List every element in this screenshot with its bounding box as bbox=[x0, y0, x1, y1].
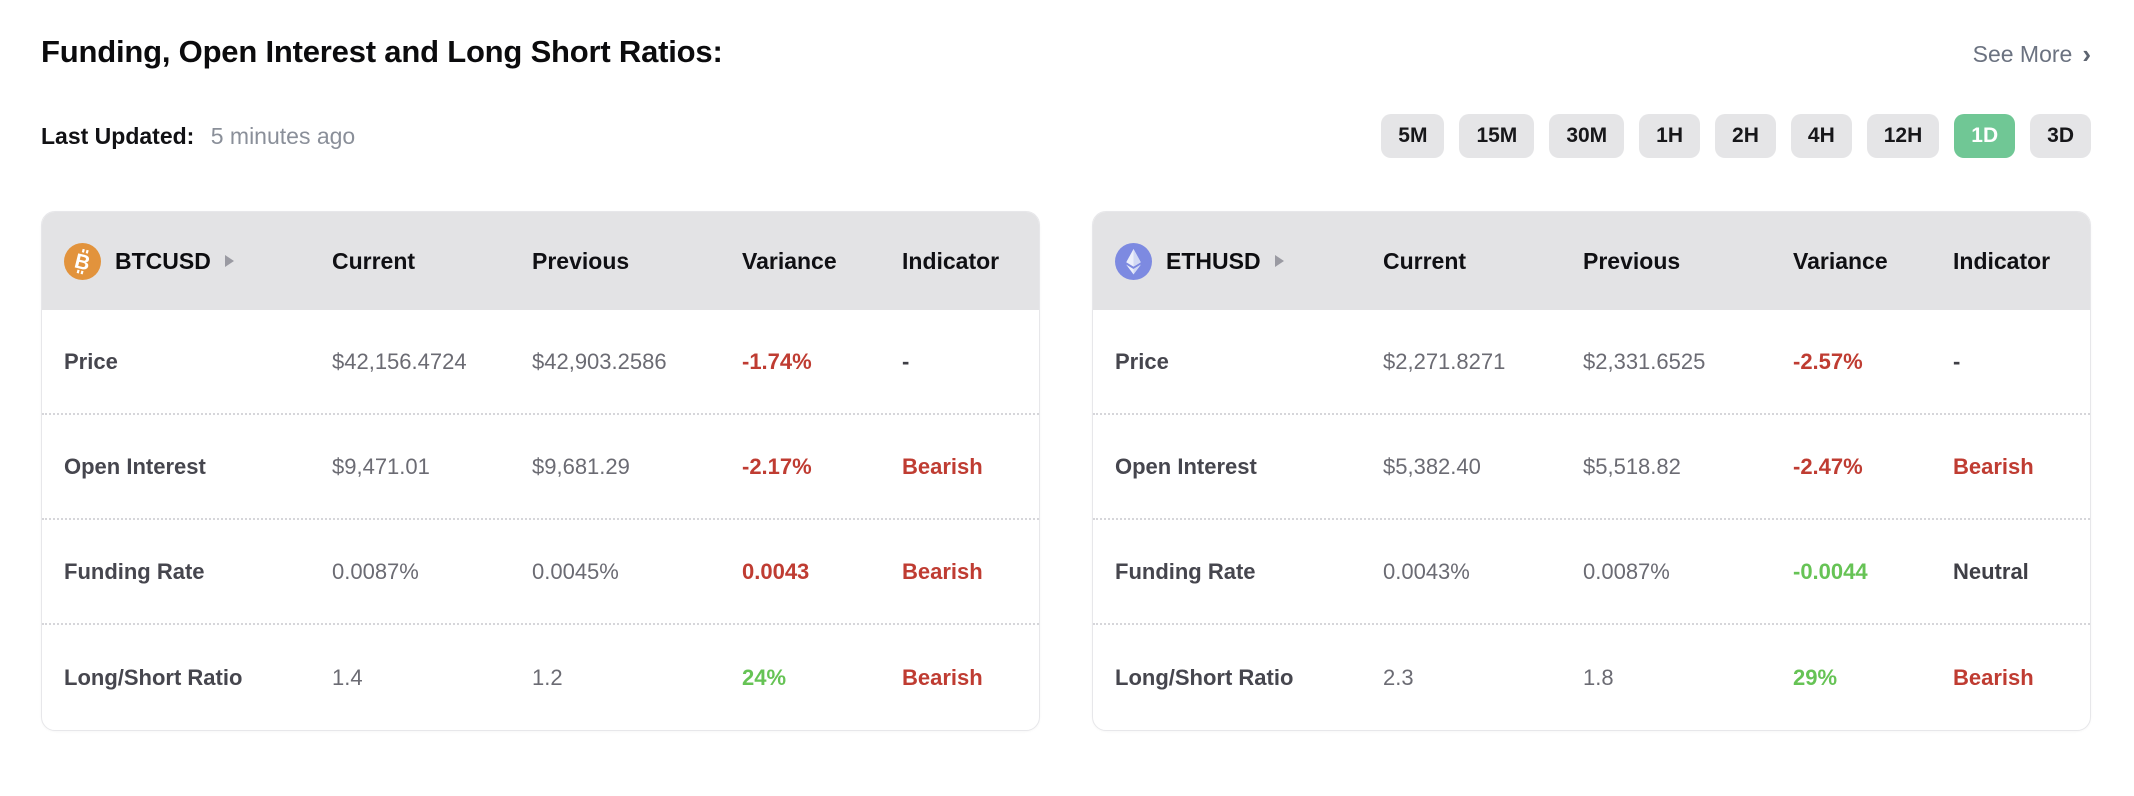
indicator-value: Bearish bbox=[902, 453, 983, 479]
column-header-variance: Variance bbox=[1793, 247, 1888, 274]
timeframe-button-1h[interactable]: 1H bbox=[1639, 114, 1701, 158]
last-updated: Last Updated: 5 minutes ago bbox=[41, 123, 355, 150]
metric-label: Price bbox=[1115, 348, 1169, 374]
ethusd-table-header: ETHUSD Current Previous Variance Indicat… bbox=[1093, 212, 2090, 310]
variance-value: -2.47% bbox=[1793, 453, 1863, 479]
previous-value: $2,331.6525 bbox=[1583, 348, 1706, 374]
indicator-value: Neutral bbox=[1953, 558, 2029, 584]
ethereum-icon bbox=[1115, 242, 1152, 280]
timeframe-button-1d[interactable]: 1D bbox=[1954, 114, 2016, 158]
ethusd-table: ETHUSD Current Previous Variance Indicat… bbox=[1092, 211, 2091, 731]
timeframe-button-4h[interactable]: 4H bbox=[1790, 114, 1852, 158]
indicator-value: - bbox=[902, 348, 910, 374]
btcusd-symbol[interactable]: B BTCUSD bbox=[64, 242, 332, 280]
metric-label: Long/Short Ratio bbox=[64, 664, 243, 690]
previous-value: 1.8 bbox=[1583, 664, 1614, 690]
column-header-previous: Previous bbox=[1583, 247, 1681, 274]
table-row-funding-rate: Funding Rate 0.0043% 0.0087% -0.0044 Neu… bbox=[1093, 520, 2090, 625]
table-row-open-interest: Open Interest $5,382.40 $5,518.82 -2.47%… bbox=[1093, 415, 2090, 520]
timeframe-button-5m[interactable]: 5M bbox=[1381, 114, 1445, 158]
variance-value: 0.0043 bbox=[742, 558, 810, 584]
previous-value: 1.2 bbox=[532, 664, 563, 690]
indicator-value: Bearish bbox=[1953, 664, 2034, 690]
btcusd-table-header: B BTCUSD Current Previous Variance Indic… bbox=[42, 212, 1039, 310]
last-updated-value: 5 minutes ago bbox=[210, 122, 356, 149]
chevron-right-icon: › bbox=[2082, 38, 2091, 69]
tables-container: B BTCUSD Current Previous Variance Indic… bbox=[41, 211, 2091, 731]
variance-value: 24% bbox=[742, 664, 787, 690]
current-value: $9,471.01 bbox=[332, 453, 430, 479]
variance-value: 29% bbox=[1793, 664, 1838, 690]
indicator-value: Bearish bbox=[902, 558, 983, 584]
variance-value: -1.74% bbox=[742, 348, 812, 374]
variance-value: -2.17% bbox=[742, 453, 812, 479]
chevron-right-icon bbox=[224, 255, 234, 267]
column-header-indicator: Indicator bbox=[1953, 247, 2051, 274]
table-row-long-short-ratio: Long/Short Ratio 2.3 1.8 29% Bearish bbox=[1093, 625, 2090, 730]
timeframe-button-15m[interactable]: 15M bbox=[1459, 114, 1535, 158]
variance-value: -2.57% bbox=[1793, 348, 1863, 374]
column-header-current: Current bbox=[1383, 247, 1467, 274]
page-title: Funding, Open Interest and Long Short Ra… bbox=[41, 34, 723, 69]
previous-value: 0.0045% bbox=[532, 558, 619, 584]
see-more-label: See More bbox=[1972, 41, 2073, 67]
table-row-funding-rate: Funding Rate 0.0087% 0.0045% 0.0043 Bear… bbox=[42, 520, 1039, 625]
timeframe-button-12h[interactable]: 12H bbox=[1866, 114, 1940, 158]
column-header-indicator: Indicator bbox=[902, 247, 1000, 274]
current-value: $5,382.40 bbox=[1383, 453, 1481, 479]
current-value: 0.0087% bbox=[332, 558, 419, 584]
metric-label: Price bbox=[64, 348, 118, 374]
see-more-link[interactable]: See More › bbox=[1973, 41, 2091, 68]
column-header-variance: Variance bbox=[742, 247, 837, 274]
timeframe-button-2h[interactable]: 2H bbox=[1715, 114, 1776, 158]
timeframe-button-3d[interactable]: 3D bbox=[2030, 114, 2091, 158]
current-value: $42,156.4724 bbox=[332, 348, 467, 374]
table-row-long-short-ratio: Long/Short Ratio 1.4 1.2 24% Bearish bbox=[42, 625, 1039, 730]
previous-value: $9,681.29 bbox=[532, 453, 630, 479]
controls-row: Last Updated: 5 minutes ago 5M 15M 30M 1… bbox=[41, 114, 2091, 158]
bitcoin-icon: B bbox=[64, 242, 101, 280]
table-row-price: Price $42,156.4724 $42,903.2586 -1.74% - bbox=[42, 310, 1039, 415]
column-header-previous: Previous bbox=[532, 247, 630, 274]
ethusd-symbol[interactable]: ETHUSD bbox=[1115, 242, 1383, 280]
table-row-open-interest: Open Interest $9,471.01 $9,681.29 -2.17%… bbox=[42, 415, 1039, 520]
previous-value: $5,518.82 bbox=[1583, 453, 1681, 479]
variance-value: -0.0044 bbox=[1793, 558, 1868, 584]
svg-text:B: B bbox=[72, 249, 92, 275]
btcusd-table: B BTCUSD Current Previous Variance Indic… bbox=[41, 211, 1040, 731]
current-value: $2,271.8271 bbox=[1383, 348, 1506, 374]
indicator-value: - bbox=[1953, 348, 1961, 374]
metric-label: Funding Rate bbox=[1115, 558, 1256, 584]
header-row: Funding, Open Interest and Long Short Ra… bbox=[41, 34, 2091, 70]
current-value: 1.4 bbox=[332, 664, 363, 690]
metric-label: Open Interest bbox=[64, 453, 206, 479]
column-header-current: Current bbox=[332, 247, 416, 274]
metric-label: Open Interest bbox=[1115, 453, 1257, 479]
symbol-label: ETHUSD bbox=[1166, 247, 1261, 274]
previous-value: 0.0087% bbox=[1583, 558, 1670, 584]
metric-label: Long/Short Ratio bbox=[1115, 664, 1294, 690]
current-value: 2.3 bbox=[1383, 664, 1414, 690]
timeframe-button-30m[interactable]: 30M bbox=[1549, 114, 1625, 158]
metric-label: Funding Rate bbox=[64, 558, 205, 584]
symbol-label: BTCUSD bbox=[115, 247, 211, 274]
chevron-right-icon bbox=[1274, 255, 1284, 267]
previous-value: $42,903.2586 bbox=[532, 348, 667, 374]
timeframe-selector: 5M 15M 30M 1H 2H 4H 12H 1D 3D bbox=[1381, 114, 2091, 158]
indicator-value: Bearish bbox=[1953, 453, 2034, 479]
current-value: 0.0043% bbox=[1383, 558, 1470, 584]
last-updated-label: Last Updated: bbox=[41, 122, 195, 149]
table-row-price: Price $2,271.8271 $2,331.6525 -2.57% - bbox=[1093, 310, 2090, 415]
indicator-value: Bearish bbox=[902, 664, 983, 690]
